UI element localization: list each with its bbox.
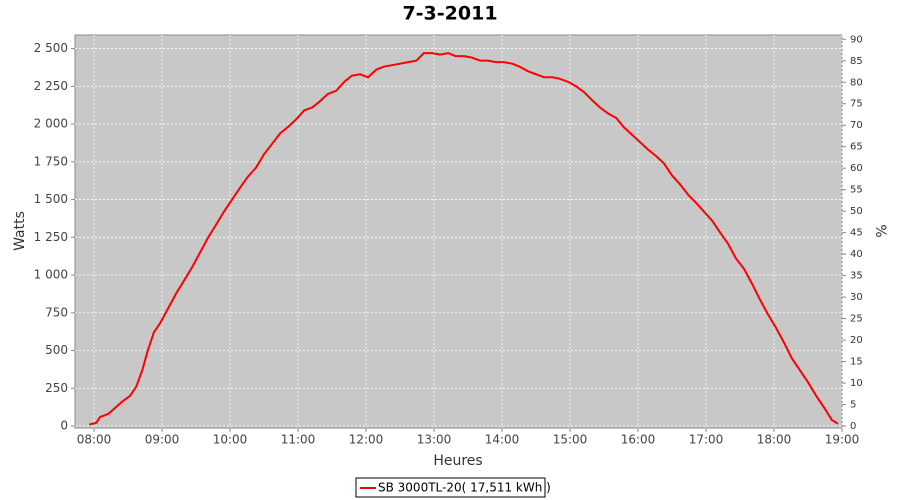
y-tick-label: 1 500 [34,192,68,206]
y-tick-label: 750 [45,305,68,319]
legend-box [355,477,546,498]
x-tick-label: 12:00 [349,433,384,447]
x-tick-label: 19:00 [825,433,860,447]
x-tick-label: 15:00 [553,433,588,447]
y2-tick-label: 40 [850,249,863,260]
y-tick-label: 2 000 [34,117,68,131]
plot-area [74,34,843,429]
y2-tick-label: 30 [850,292,863,303]
legend: SB 3000TL-20( 17,511 kWh ) [355,477,551,498]
y2-tick-label: 45 [850,228,863,239]
y2-tick-label: 55 [850,185,863,196]
y-tick-label: 2 500 [34,41,68,55]
legend-label: SB 3000TL-20( 17,511 kWh ) [378,481,551,495]
y-tick-label: 250 [45,381,68,395]
x-tick-label: 16:00 [621,433,656,447]
y-tick-label: 1 000 [34,268,68,282]
y2-tick-label: 10 [850,378,863,389]
x-tick-label: 11:00 [281,433,316,447]
y-tick-label: 1 250 [34,230,68,244]
y-tick-label: 500 [45,343,68,357]
x-tick-label: 10:00 [213,433,248,447]
y2-tick-label: 90 [850,34,863,45]
y2-tick-label: 15 [850,357,863,368]
y2-tick-label: 5 [850,400,856,411]
chart-title: 7-3-2011 [402,3,497,25]
series-line [89,52,839,426]
y2-tick-label: 65 [850,142,863,153]
x-tick-label: 17:00 [689,433,724,447]
x-axis-title: Heures [433,453,482,469]
y-axis-title: Watts [12,211,28,251]
y2-tick-label: 25 [850,314,863,325]
y2-axis-title: % [872,224,888,237]
y2-tick-label: 80 [850,77,863,88]
y-tick-label: 0 [60,419,68,433]
y2-tick-label: 35 [850,271,863,282]
y2-tick-label: 50 [850,206,863,217]
x-tick-label: 09:00 [145,433,180,447]
x-tick-label: 13:00 [417,433,452,447]
x-tick-label: 08:00 [77,433,112,447]
x-tick-label: 18:00 [757,433,792,447]
y-tick-label: 1 750 [34,154,68,168]
y2-tick-label: 20 [850,335,863,346]
x-tick-label: 14:00 [485,433,520,447]
y2-tick-label: 75 [850,99,863,110]
y2-tick-label: 85 [850,56,863,67]
y2-tick-label: 60 [850,163,863,174]
y2-tick-label: 0 [850,421,856,432]
y2-tick-label: 70 [850,120,863,131]
y-tick-label: 2 250 [34,79,68,93]
